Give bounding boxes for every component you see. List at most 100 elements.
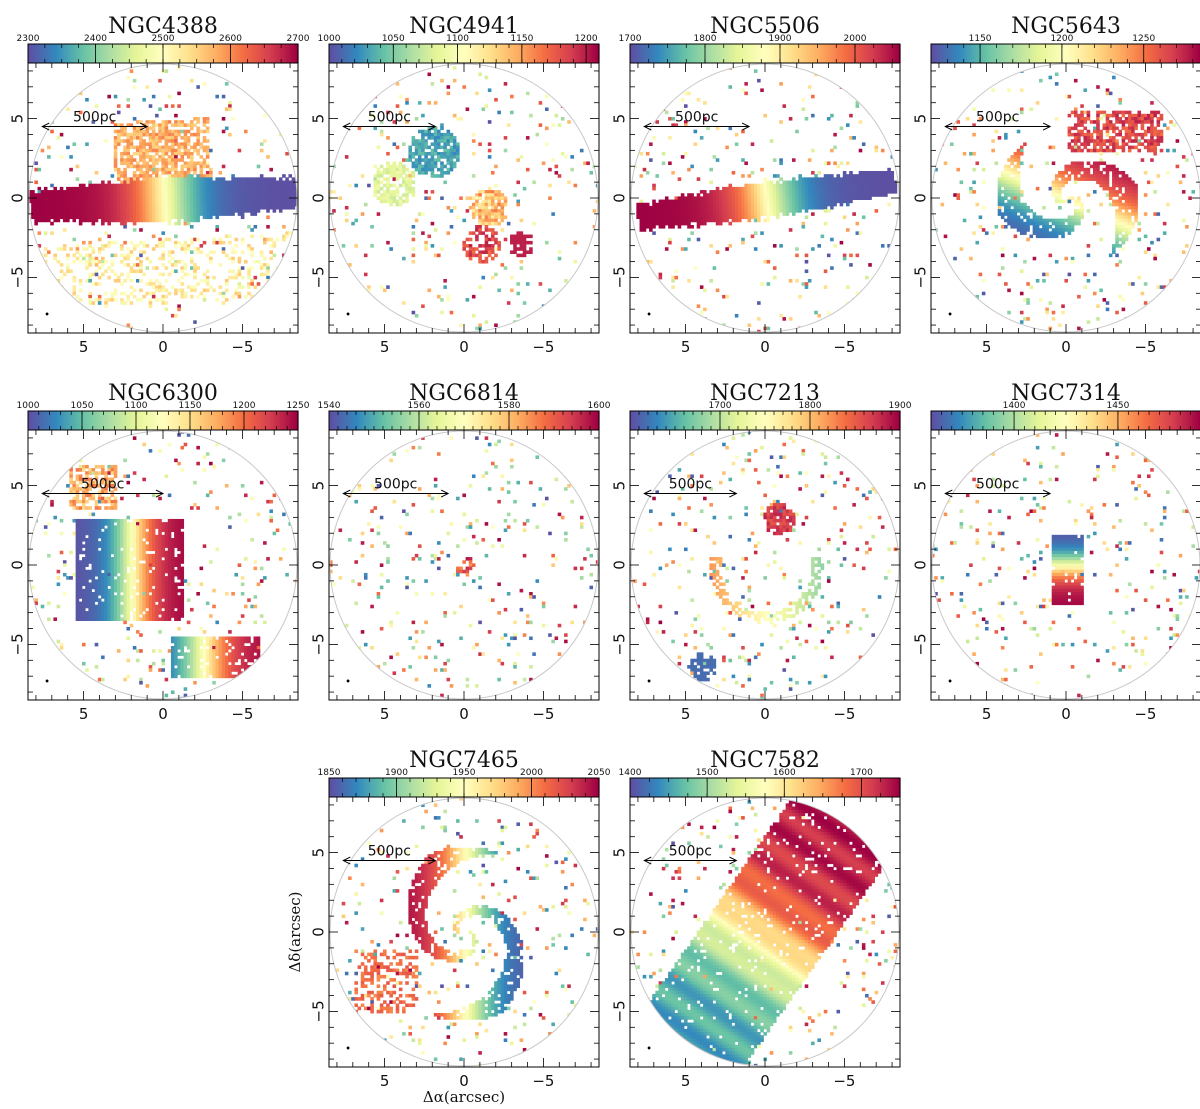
velocity-pixel: [411, 186, 416, 191]
velocity-pixel: [481, 190, 486, 194]
velocity-pixel: [785, 209, 790, 213]
colorbar-segment: [1151, 44, 1155, 63]
velocity-pixel: [228, 101, 232, 105]
velocity-pixel: [161, 253, 165, 258]
velocity-pixel: [335, 78, 339, 83]
velocity-pixel: [158, 212, 162, 216]
velocity-pixel: [693, 313, 698, 318]
velocity-pixel: [120, 202, 124, 207]
velocity-pixel: [836, 183, 841, 188]
velocity-pixel: [237, 180, 242, 185]
colorbar-tick-label: 1800: [694, 34, 717, 44]
velocity-pixel: [753, 215, 758, 220]
colorbar-segment: [823, 44, 827, 63]
velocity-pixel: [731, 209, 736, 213]
velocity-pixel: [120, 221, 124, 226]
velocity-pixel: [247, 225, 251, 229]
velocity-pixel: [180, 129, 185, 134]
velocity-pixel: [417, 171, 422, 175]
velocity-pixel: [167, 291, 172, 296]
velocity-pixel: [247, 282, 251, 286]
velocity-pixel: [190, 145, 194, 150]
velocity-pixel: [91, 221, 96, 226]
velocity-pixel: [836, 199, 841, 204]
colorbar-segment: [574, 44, 578, 63]
velocity-pixel: [443, 142, 447, 146]
velocity-pixel: [421, 171, 425, 175]
velocity-pixel: [155, 288, 159, 293]
colorbar-segment: [868, 44, 872, 63]
velocity-pixel: [256, 199, 261, 204]
velocity-pixel: [148, 193, 153, 197]
colorbar-segment: [563, 44, 566, 63]
velocity-pixel: [66, 186, 70, 191]
velocity-pixel: [830, 205, 834, 210]
velocity-pixel: [56, 190, 61, 194]
colorbar-segment: [803, 44, 807, 63]
velocity-pixel: [861, 196, 866, 200]
velocity-pixel: [59, 193, 64, 197]
velocity-pixel: [190, 209, 194, 213]
velocity-pixel: [645, 151, 650, 156]
velocity-pixel: [671, 205, 675, 210]
velocity-pixel: [62, 94, 67, 99]
velocity-pixel: [741, 199, 745, 204]
velocity-pixel: [215, 94, 219, 99]
velocity-pixel: [344, 317, 349, 321]
velocity-pixel: [817, 177, 821, 181]
velocity-pixel: [408, 158, 412, 162]
velocity-pixel: [655, 218, 659, 223]
velocity-pixel: [180, 164, 185, 169]
velocity-pixel: [842, 256, 847, 261]
velocity-pixel: [180, 142, 185, 146]
velocity-pixel: [414, 313, 419, 318]
colorbar-segment: [560, 44, 564, 63]
velocity-pixel: [763, 190, 767, 194]
velocity-pixel: [814, 196, 818, 200]
velocity-pixel: [874, 145, 879, 150]
velocity-pixel: [136, 218, 140, 223]
velocity-pixel: [579, 301, 584, 305]
velocity-pixel: [842, 177, 847, 181]
velocity-pixel: [718, 221, 723, 226]
velocity-pixel: [532, 180, 536, 185]
velocity-pixel: [231, 117, 235, 121]
velocity-pixel: [823, 196, 828, 200]
velocity-pixel: [180, 202, 185, 207]
velocity-pixel: [221, 209, 226, 213]
velocity-pixel: [228, 256, 232, 261]
velocity-pixel: [804, 196, 809, 200]
velocity-pixel: [66, 304, 70, 308]
velocity-pixel: [506, 64, 511, 67]
velocity-pixel: [75, 294, 80, 299]
velocity-pixel: [107, 266, 111, 270]
velocity-pixel: [47, 307, 51, 312]
colorbar-segment: [672, 44, 676, 63]
velocity-pixel: [126, 298, 131, 302]
colorbar-segment: [1115, 44, 1119, 63]
velocity-pixel: [398, 161, 403, 166]
velocity-pixel: [132, 212, 137, 216]
velocity-pixel: [142, 218, 146, 223]
velocity-pixel: [497, 190, 501, 194]
velocity-pixel: [59, 215, 64, 220]
velocity-pixel: [231, 269, 235, 274]
velocity-pixel: [113, 123, 118, 127]
velocity-pixel: [145, 151, 150, 156]
velocity-pixel: [402, 183, 406, 188]
velocity-pixel: [1019, 88, 1024, 92]
velocity-pixel: [266, 209, 270, 213]
velocity-pixel: [113, 139, 118, 143]
velocity-pixel: [424, 145, 428, 150]
velocity-pixel: [440, 161, 444, 166]
velocity-pixel: [861, 186, 866, 191]
velocity-pixel: [174, 263, 178, 267]
velocity-pixel: [215, 212, 219, 216]
velocity-pixel: [497, 247, 501, 251]
velocity-pixel: [34, 294, 38, 299]
velocity-pixel: [392, 161, 397, 166]
velocity-pixel: [576, 285, 581, 289]
velocity-pixel: [424, 142, 428, 146]
velocity-pixel: [56, 199, 61, 204]
velocity-pixel: [693, 215, 698, 220]
